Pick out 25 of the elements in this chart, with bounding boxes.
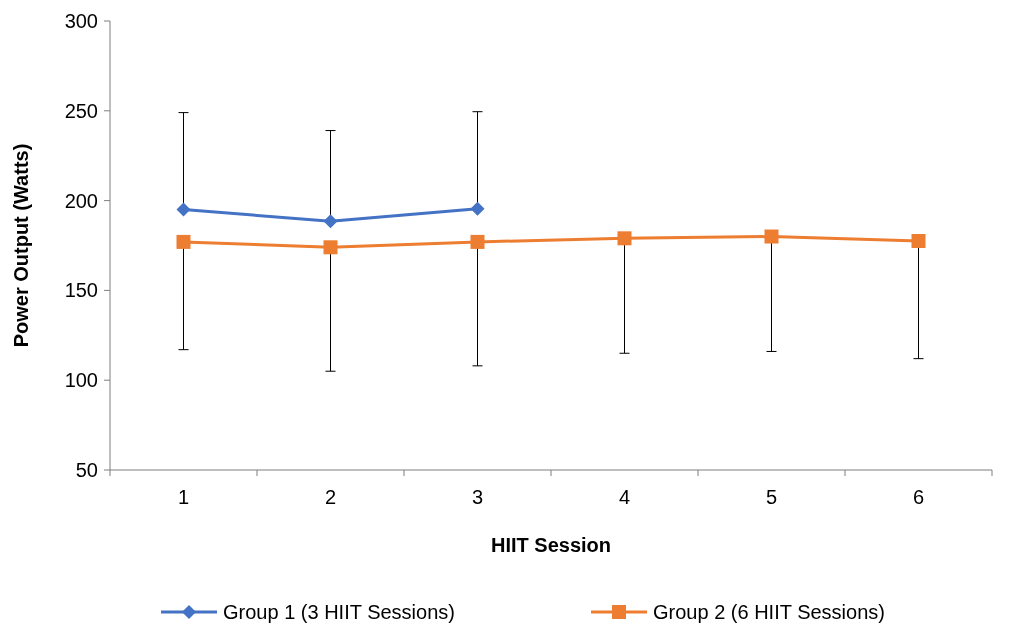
point bbox=[323, 214, 338, 229]
y-tick-label: 300 bbox=[64, 10, 98, 32]
x-tick-label: 5 bbox=[765, 486, 778, 508]
x-tick-label: 2 bbox=[324, 486, 337, 508]
legend-label: Group 1 (3 HIIT Sessions) bbox=[223, 601, 455, 623]
point bbox=[323, 240, 338, 255]
y-tick-label: 150 bbox=[64, 279, 98, 302]
y-tick-label: 50 bbox=[75, 459, 98, 481]
x-tick-label: 4 bbox=[618, 486, 631, 508]
point bbox=[176, 234, 191, 249]
point bbox=[176, 202, 191, 217]
y-axis-title: Power Output (Watts) bbox=[10, 143, 32, 348]
x-tick-label: 6 bbox=[912, 486, 925, 508]
legend-label: Group 2 (6 HIIT Sessions) bbox=[653, 601, 885, 623]
x-axis-title: HIIT Session bbox=[490, 534, 612, 556]
point bbox=[470, 201, 485, 216]
x-tick-label: 3 bbox=[471, 486, 484, 508]
y-tick-label: 100 bbox=[64, 369, 98, 392]
x-tick-label: 1 bbox=[177, 486, 190, 508]
point bbox=[617, 231, 632, 246]
y-tick-label: 200 bbox=[64, 189, 98, 212]
y-tick-label: 250 bbox=[64, 99, 98, 122]
point bbox=[470, 234, 485, 249]
point bbox=[764, 229, 779, 244]
point bbox=[911, 234, 926, 249]
